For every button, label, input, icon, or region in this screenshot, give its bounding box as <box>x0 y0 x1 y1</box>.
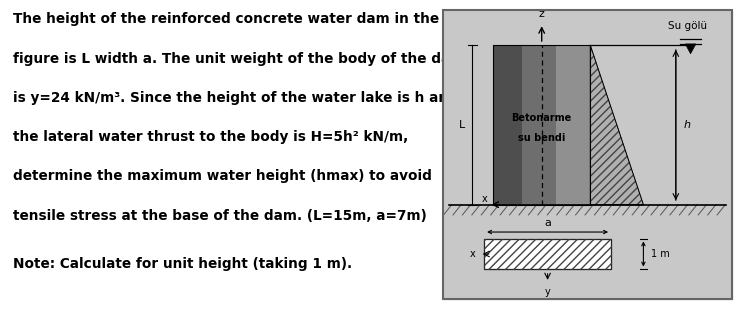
Bar <box>484 239 611 269</box>
Text: Su gölü: Su gölü <box>668 21 708 31</box>
Bar <box>523 45 556 205</box>
Text: h: h <box>683 120 690 130</box>
Text: y: y <box>545 286 551 297</box>
Text: determine the maximum water height (hmax) to avoid: determine the maximum water height (hmax… <box>13 169 432 183</box>
Text: figure is L width a. The unit weight of the body of the dam: figure is L width a. The unit weight of … <box>13 52 464 66</box>
Bar <box>556 45 590 205</box>
Text: Note: Calculate for unit height (taking 1 m).: Note: Calculate for unit height (taking … <box>13 257 352 271</box>
Text: su bendi: su bendi <box>518 133 565 143</box>
Text: z: z <box>539 10 545 19</box>
Text: L: L <box>459 120 465 130</box>
Text: the lateral water thrust to the body is H=5h² kN/m,: the lateral water thrust to the body is … <box>13 130 408 144</box>
Bar <box>484 239 611 269</box>
Text: a: a <box>544 218 551 228</box>
Text: tensile stress at the base of the dam. (L=15m, a=7m): tensile stress at the base of the dam. (… <box>13 209 427 222</box>
Text: Betonarme: Betonarme <box>511 113 572 123</box>
Bar <box>493 45 590 205</box>
Polygon shape <box>590 45 643 205</box>
Text: x: x <box>482 194 488 204</box>
Bar <box>493 45 523 205</box>
Text: is y=24 kN/m³. Since the height of the water lake is h and: is y=24 kN/m³. Since the height of the w… <box>13 91 458 105</box>
Text: x: x <box>469 249 475 259</box>
Text: The height of the reinforced concrete water dam in the: The height of the reinforced concrete wa… <box>13 12 439 26</box>
Text: 1 m: 1 m <box>651 249 669 259</box>
Polygon shape <box>685 44 696 54</box>
